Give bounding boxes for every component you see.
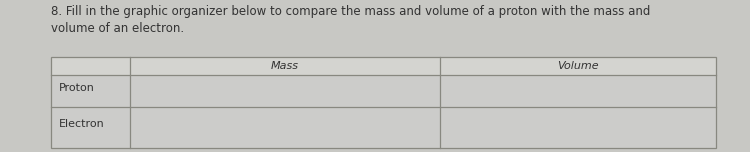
Text: Electron: Electron — [58, 119, 104, 130]
Text: Proton: Proton — [58, 83, 94, 93]
Text: 8. Fill in the graphic organizer below to compare the mass and volume of a proto: 8. Fill in the graphic organizer below t… — [51, 5, 650, 35]
Text: Volume: Volume — [557, 61, 599, 71]
Text: Mass: Mass — [271, 61, 299, 71]
